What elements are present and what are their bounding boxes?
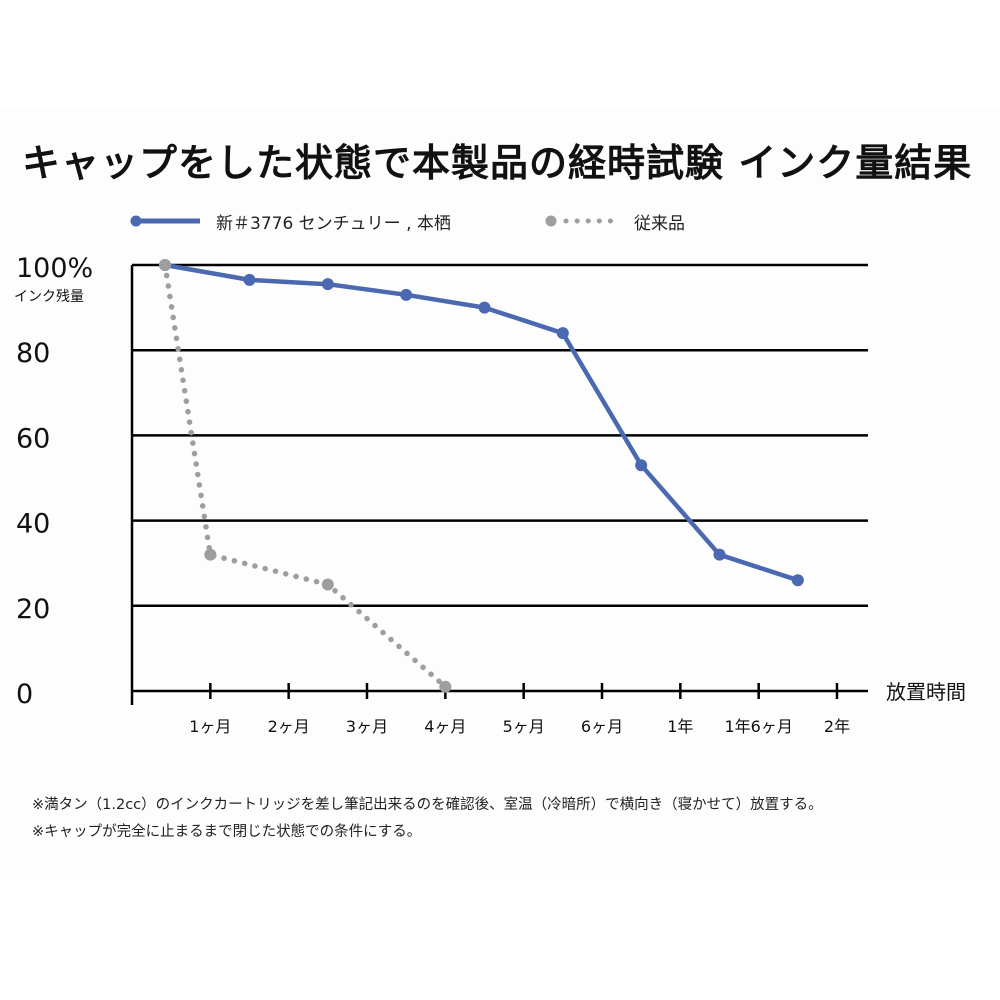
chart-title: キャップをした状態で本製品の経時試験 インク量結果 [22,141,973,185]
legend-label-old: 従来品 [634,213,685,234]
x-tick-label: 1ヶ月 [189,717,231,736]
data-point-new [321,278,334,291]
x-tick-label: 1年6ヶ月 [724,717,792,736]
data-point-new [635,459,648,472]
data-point-new [243,273,256,286]
footnote-1: ※満タン（1.2cc）のインクカートリッジを差し筆記出来るのを確認後、室温（冷暗… [32,797,823,813]
chart-panel [0,108,1000,878]
legend-label-new: 新＃3776 センチュリー , 本栖 [216,213,451,234]
data-point-old [321,578,334,591]
y-axis-label: インク残量 [14,289,84,305]
data-point-old [439,680,452,693]
x-axis-label: 放置時間 [886,680,966,704]
x-tick-label: 5ヶ月 [503,717,545,736]
data-point-new [478,301,491,314]
data-point-old [159,259,171,271]
y-tick-label: 20 [16,594,50,625]
y-tick-label: 80 [16,338,50,369]
data-point-new [713,548,726,561]
legend-swatch-old [545,215,620,227]
x-tick-label: 6ヶ月 [581,717,623,736]
x-tick-label: 4ヶ月 [424,717,466,736]
y-tick-label: 100% [16,253,93,284]
x-tick-label: 1年 [667,717,693,736]
data-point-new [791,574,804,587]
data-point-new [400,288,413,301]
x-tick-label: 2年 [824,717,850,736]
legend-swatch-new [130,215,200,227]
footnote-2: ※キャップが完全に止まるまで閉じた状態での条件にする。 [32,824,422,840]
y-tick-label: 60 [16,423,50,454]
legend-item-new: 新＃3776 センチュリー , 本栖 [130,206,451,236]
data-point-old [204,548,217,561]
x-tick-label: 2ヶ月 [268,717,310,736]
x-tick-label: 3ヶ月 [346,717,388,736]
data-point-new [556,327,569,340]
y-tick-label: 0 [16,679,33,710]
series-line-old [162,262,449,690]
legend-item-old: 従来品 [544,206,685,236]
y-tick-label: 40 [16,509,50,540]
footnotes: ※満タン（1.2cc）のインクカートリッジを差し筆記出来るのを確認後、室温（冷暗… [32,792,992,846]
